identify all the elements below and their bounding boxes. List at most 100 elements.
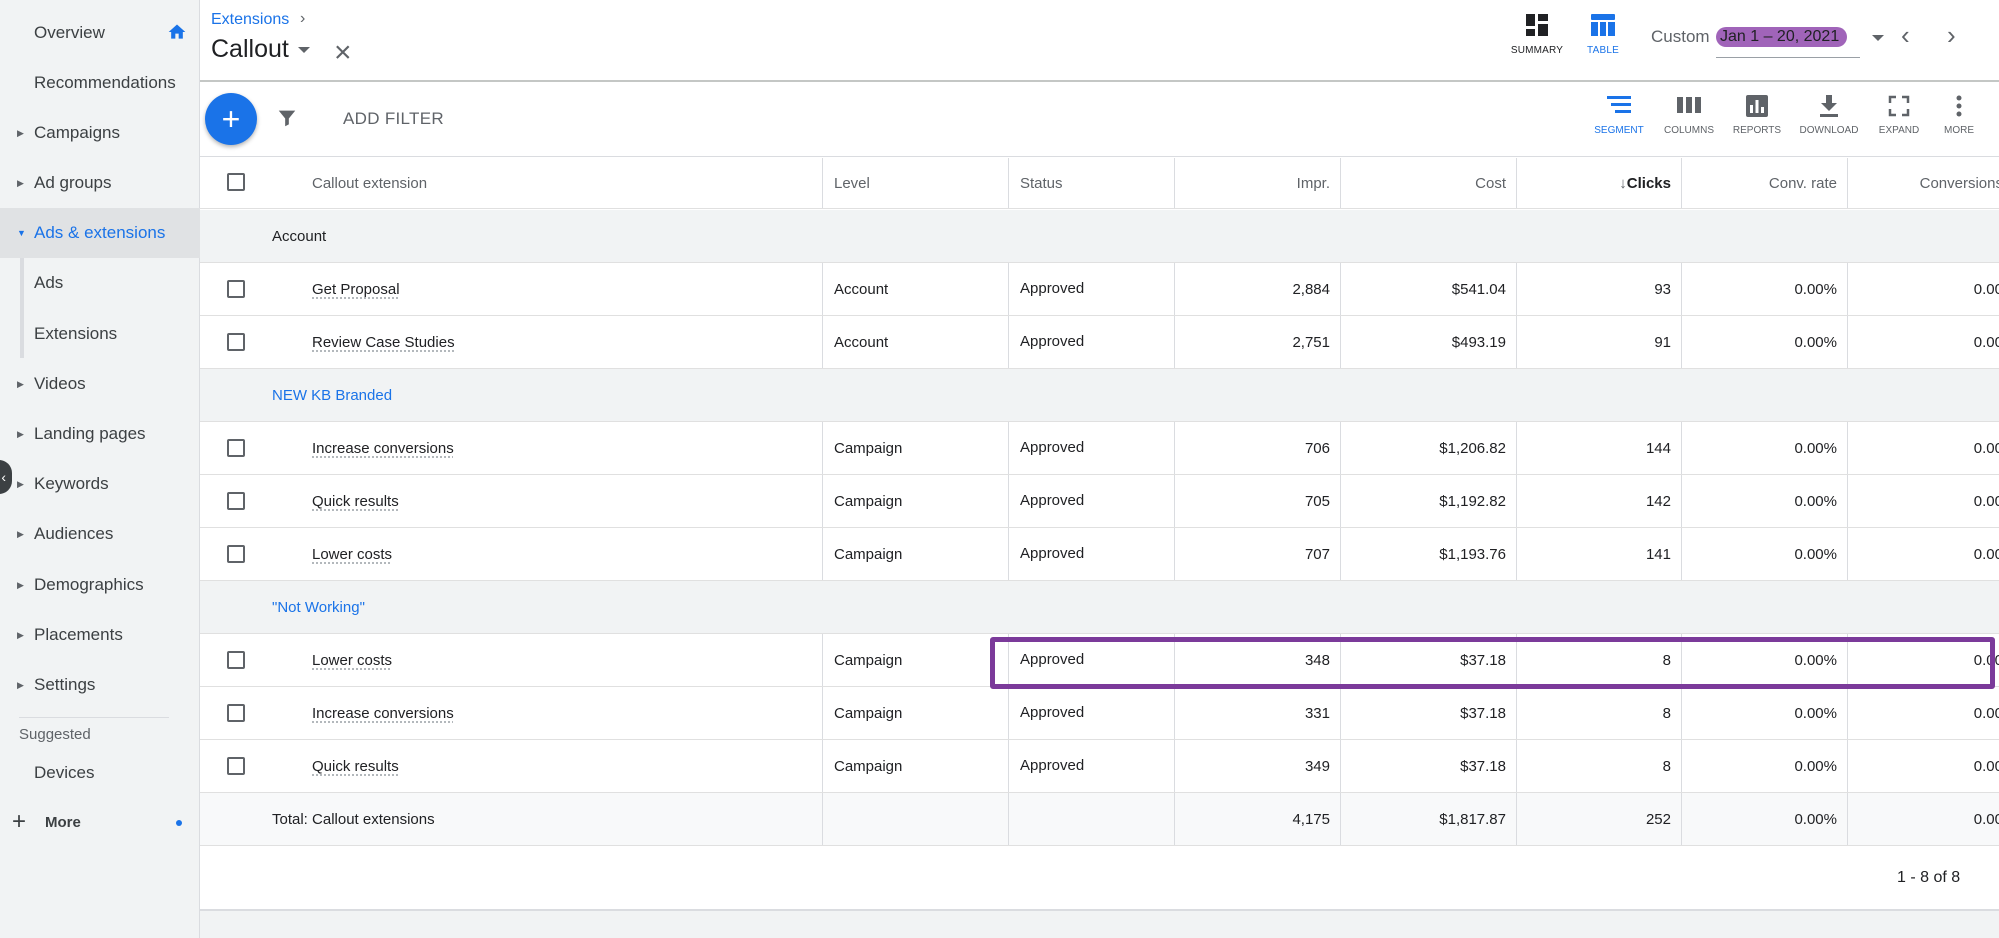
- row-checkbox[interactable]: [227, 704, 245, 722]
- more-button[interactable]: More: [45, 814, 81, 831]
- extension-name[interactable]: Quick results: [312, 757, 399, 775]
- view-label: SUMMARY: [1510, 45, 1564, 56]
- conv-rate-value: 0.00%: [1794, 333, 1837, 351]
- sidebar-item-ads-extensions[interactable]: ▼ Ads & extensions: [0, 208, 200, 258]
- cell-status: Approved: [1008, 528, 1174, 580]
- group-row: "Not Working": [200, 581, 1999, 634]
- sidebar-item-recommendations[interactable]: Recommendations: [0, 58, 200, 108]
- caret-down-icon[interactable]: [1872, 35, 1884, 41]
- chevron-left-icon[interactable]: ‹: [1901, 20, 1910, 50]
- plus-icon[interactable]: +: [12, 808, 27, 835]
- cell-clicks: 144: [1516, 422, 1681, 474]
- extension-name[interactable]: Lower costs: [312, 651, 393, 669]
- sidebar-item-videos[interactable]: ▶ Videos: [0, 359, 200, 409]
- total-label: Total: Callout extensions: [272, 810, 435, 828]
- cell-status: Approved: [1008, 634, 1174, 686]
- caret-down-icon[interactable]: [298, 47, 310, 53]
- cell-ext: Lower costs: [200, 634, 822, 686]
- column-header-level[interactable]: Level: [834, 174, 870, 192]
- download-button[interactable]: DOWNLOAD: [1794, 95, 1864, 136]
- sidebar-item-landing-pages[interactable]: ▶ Landing pages: [0, 409, 200, 459]
- total-row: Total: Callout extensions 4,175 $1,817.87 2…: [200, 793, 1999, 846]
- level-value: Campaign: [834, 492, 903, 510]
- column-header-cost[interactable]: Cost: [1475, 174, 1506, 192]
- sidebar-item-extensions[interactable]: Extensions: [0, 309, 200, 359]
- table-row: Lower costs Campaign Approved 707 $1,193.76 1…: [200, 528, 1999, 581]
- sort-arrow-down-icon: ↓: [1619, 174, 1627, 192]
- date-preset-label[interactable]: Custom: [1651, 27, 1710, 46]
- cell-conversions: 0.00: [1847, 316, 1999, 368]
- column-header-impr[interactable]: Impr.: [1296, 174, 1330, 192]
- date-range[interactable]: Jan 1 – 20, 2021: [1716, 27, 1848, 47]
- select-all-checkbox[interactable]: [227, 173, 245, 191]
- cell-level: [822, 793, 1008, 845]
- sidebar-item-ad-groups[interactable]: ▶ Ad groups: [0, 158, 200, 208]
- extension-name[interactable]: Lower costs: [312, 545, 393, 563]
- extension-name[interactable]: Increase conversions: [312, 439, 454, 457]
- column-header-clicks[interactable]: Clicks: [1626, 174, 1671, 192]
- row-checkbox[interactable]: [227, 757, 245, 775]
- home-icon[interactable]: [167, 22, 187, 42]
- sidebar-item-label: Audiences: [34, 524, 114, 543]
- collapse-sidebar-button[interactable]: ‹: [0, 460, 12, 494]
- table-view-button[interactable]: TABLE: [1573, 14, 1633, 56]
- add-filter-button[interactable]: ADD FILTER: [343, 109, 444, 128]
- extension-name[interactable]: Get Proposal: [312, 280, 400, 298]
- expand-button[interactable]: EXPAND: [1864, 95, 1934, 136]
- column-header-ext[interactable]: Callout extension: [312, 174, 428, 192]
- more-options-button[interactable]: MORE: [1924, 95, 1994, 136]
- sidebar-item-label: Overview: [34, 23, 105, 42]
- row-checkbox[interactable]: [227, 545, 245, 563]
- sidebar-item-label: Landing pages: [34, 424, 146, 443]
- reports-button[interactable]: REPORTS: [1722, 95, 1792, 136]
- conversions-value: 0.00: [1973, 333, 1999, 351]
- more-icon: [1956, 95, 1962, 117]
- clicks-value: 144: [1645, 439, 1671, 457]
- group-label[interactable]: NEW KB Branded: [272, 386, 393, 404]
- sidebar-item-overview[interactable]: Overview: [0, 8, 200, 58]
- row-checkbox[interactable]: [227, 492, 245, 510]
- sidebar-item-placements[interactable]: ▶ Placements: [0, 610, 200, 660]
- column-header-status[interactable]: Status: [1020, 174, 1063, 192]
- filter-icon[interactable]: [276, 107, 298, 129]
- sidebar-item-audiences[interactable]: ▶ Audiences: [0, 509, 200, 559]
- summary-view-button[interactable]: SUMMARY: [1507, 14, 1567, 56]
- extension-name[interactable]: Increase conversions: [312, 704, 454, 722]
- sidebar-item-settings[interactable]: ▶ Settings: [0, 660, 200, 710]
- cell-clicks: 8: [1516, 687, 1681, 739]
- cost-value: $1,193.76: [1439, 545, 1506, 563]
- row-checkbox[interactable]: [227, 439, 245, 457]
- column-header-conversions[interactable]: Conversions: [1919, 174, 1999, 192]
- close-icon[interactable]: ×: [334, 36, 352, 69]
- tool-label: REPORTS: [1732, 125, 1782, 136]
- sidebar-item-devices[interactable]: Devices: [0, 748, 200, 798]
- sidebar-item-ads[interactable]: Ads: [0, 258, 200, 308]
- segment-icon: [1607, 96, 1631, 113]
- chevron-right-icon[interactable]: ›: [1947, 20, 1956, 50]
- group-label[interactable]: "Not Working": [272, 598, 365, 616]
- sidebar-item-label: Extensions: [34, 324, 118, 343]
- row-checkbox[interactable]: [227, 651, 245, 669]
- row-checkbox[interactable]: [227, 280, 245, 298]
- caret-down-icon: ▼: [17, 228, 26, 238]
- cell-cost: $37.18: [1340, 687, 1516, 739]
- row-checkbox[interactable]: [227, 333, 245, 351]
- columns-button[interactable]: COLUMNS: [1654, 95, 1724, 136]
- cell-cost: $1,192.82: [1340, 475, 1516, 527]
- conv-rate-value: 0.00%: [1794, 651, 1837, 669]
- cell-level: Campaign: [822, 528, 1008, 580]
- conversions-value: 0.00: [1973, 280, 1999, 298]
- extension-name[interactable]: Quick results: [312, 492, 399, 510]
- breadcrumb-extensions[interactable]: Extensions: [211, 11, 290, 28]
- page-title[interactable]: Callout: [211, 35, 289, 63]
- column-header-conv-rate[interactable]: Conv. rate: [1768, 174, 1837, 192]
- sidebar-item-keywords[interactable]: ▶ Keywords: [0, 459, 200, 509]
- extension-name[interactable]: Review Case Studies: [312, 333, 455, 351]
- add-button[interactable]: +: [205, 93, 257, 145]
- cell-ext: Increase conversions: [200, 687, 822, 739]
- segment-button[interactable]: SEGMENT: [1584, 95, 1654, 136]
- cell-conv-rate: 0.00%: [1681, 793, 1847, 845]
- sidebar-item-demographics[interactable]: ▶ Demographics: [0, 560, 200, 610]
- sidebar-item-campaigns[interactable]: ▶ Campaigns: [0, 108, 200, 158]
- sidebar-item-label: Recommendations: [34, 73, 176, 92]
